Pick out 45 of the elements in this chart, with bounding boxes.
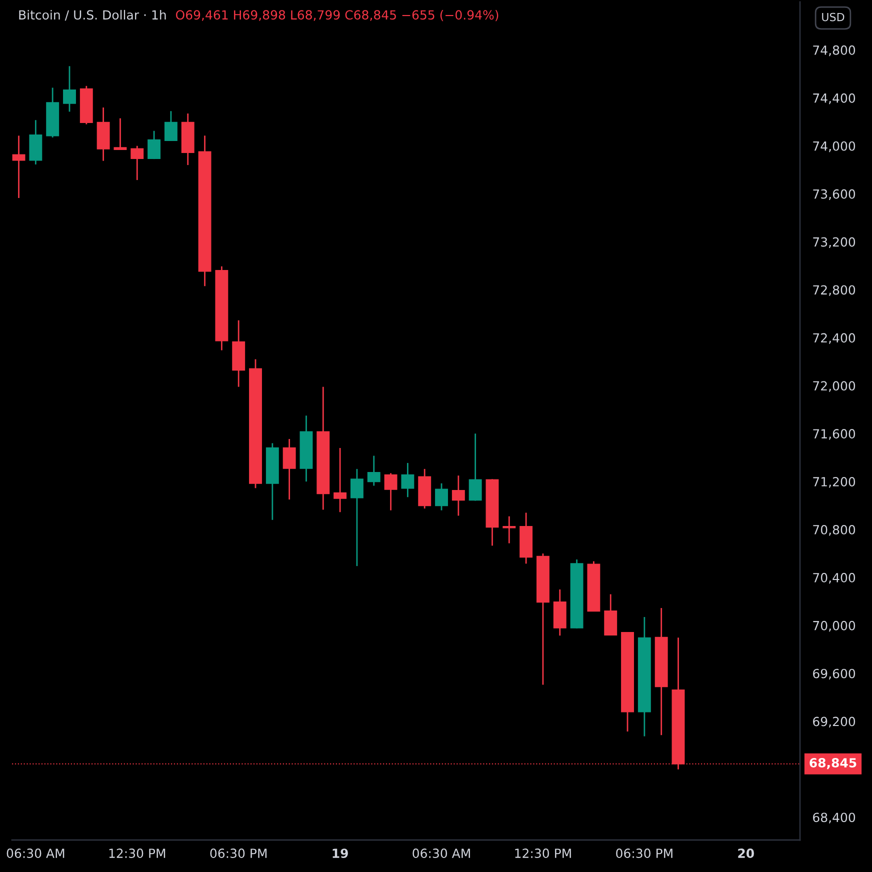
y-tick-label: 69,200	[813, 716, 856, 728]
candlestick	[334, 447, 347, 513]
x-tick-label: 06:30 PM	[616, 848, 672, 858]
y-tick-label: 72,000	[813, 381, 856, 392]
y-tick-label: 74,400	[813, 93, 856, 104]
y-tick-label: 70,800	[813, 524, 856, 536]
candlestick	[367, 455, 380, 486]
y-tick-label: 73,200	[813, 237, 856, 248]
candlestick	[130, 145, 144, 181]
candlestick	[401, 462, 414, 498]
y-tick-label: 71,200	[813, 477, 856, 488]
candlestick	[282, 438, 296, 500]
x-tick-label: 06:30 PM	[210, 848, 267, 858]
y-tick-label: 72,400	[813, 333, 856, 344]
y-tick-label: 68,400	[813, 812, 856, 824]
candlestick	[164, 110, 178, 142]
candlestick	[148, 130, 161, 160]
x-tick-label: 20	[738, 848, 754, 858]
y-tick-label: 74,800	[813, 45, 856, 56]
x-tick-label: 12:30 PM	[109, 848, 166, 858]
y-tick-label: 73,600	[813, 189, 856, 200]
y-tick-label: 70,000	[813, 620, 856, 632]
x-tick-label: 19	[332, 848, 348, 858]
y-tick-label: 72,800	[813, 285, 856, 296]
y-tick-label: 69,600	[813, 668, 856, 680]
y-tick-label: 70,400	[813, 572, 856, 584]
y-axis-title: USD	[822, 12, 844, 22]
candlestick	[12, 134, 26, 199]
candlestick	[502, 516, 516, 544]
x-tick-label: 06:30 AM	[6, 848, 64, 858]
text: Bitcoin / U.S. Dollar · 1h	[19, 10, 166, 21]
y-tick-label: 74,000	[813, 141, 856, 152]
ref-line-label: 68,845	[810, 758, 856, 770]
x-tick-label: 12:30 PM	[515, 848, 571, 858]
candlestick	[384, 472, 398, 512]
x-tick-label: 06:30 AM	[412, 848, 470, 858]
candlestick	[452, 474, 465, 516]
candlestick	[468, 432, 482, 502]
candlestick	[435, 482, 448, 512]
candlestick	[604, 594, 618, 636]
text: O69,461 H69,898 L68,799 C68,845 −655 (−0.94%)	[176, 10, 498, 22]
candlestick	[114, 118, 127, 150]
candlestick	[63, 65, 76, 112]
candlestick	[350, 468, 364, 567]
y-tick-label: 71,600	[813, 429, 856, 440]
